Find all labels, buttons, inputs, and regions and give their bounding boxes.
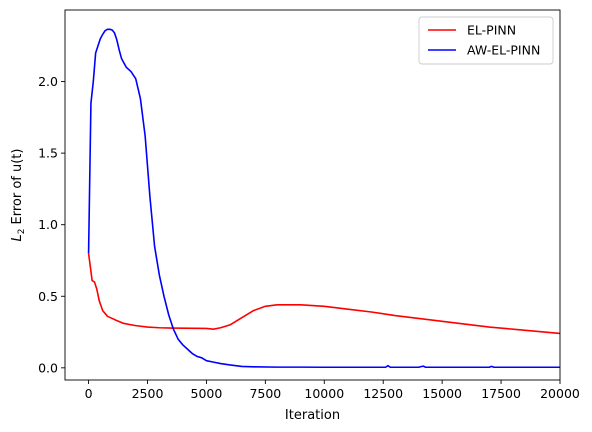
series-line-aw-el-pinn — [87, 28, 560, 369]
x-tick-label: 0 — [85, 386, 93, 401]
y-tick-label: 1.5 — [38, 146, 58, 161]
y-axis-label: L2 Error of u(t) — [10, 149, 27, 242]
y-tick-label: 0.0 — [38, 360, 58, 375]
legend-label-aw-el-pinn: AW-EL-PINN — [467, 43, 540, 58]
y-tick-label: 1.0 — [38, 217, 58, 232]
legend: EL-PINN AW-EL-PINN — [418, 16, 554, 65]
x-tick-label: 15000 — [422, 386, 462, 401]
x-tick-label: 2500 — [132, 386, 164, 401]
ticks-layer: 0 2500 5000 7500 10000 12500 15000 17500 20000 0.… — [38, 74, 580, 401]
x-tick-label: 17500 — [481, 386, 521, 401]
legend-box — [418, 16, 554, 65]
series-layer — [87, 28, 561, 369]
series-line-el-pinn — [87, 253, 561, 335]
x-tick-label: 5000 — [191, 386, 223, 401]
y-axis-label-text: Error of u(t) — [10, 149, 25, 225]
x-tick-label: 10000 — [304, 386, 344, 401]
y-axis-label-prefix: L — [10, 234, 25, 241]
y-tick-label: 2.0 — [38, 74, 58, 89]
plot-frame — [64, 9, 561, 381]
legend-label-el-pinn: EL-PINN — [467, 23, 516, 38]
x-tick-label: 12500 — [363, 386, 403, 401]
x-axis-label: Iteration — [285, 408, 340, 423]
x-tick-label: 20000 — [540, 386, 580, 401]
y-axis-label-subscript: 2 — [17, 228, 27, 234]
x-tick-label: 7500 — [249, 386, 281, 401]
y-tick-label: 0.5 — [38, 289, 58, 304]
